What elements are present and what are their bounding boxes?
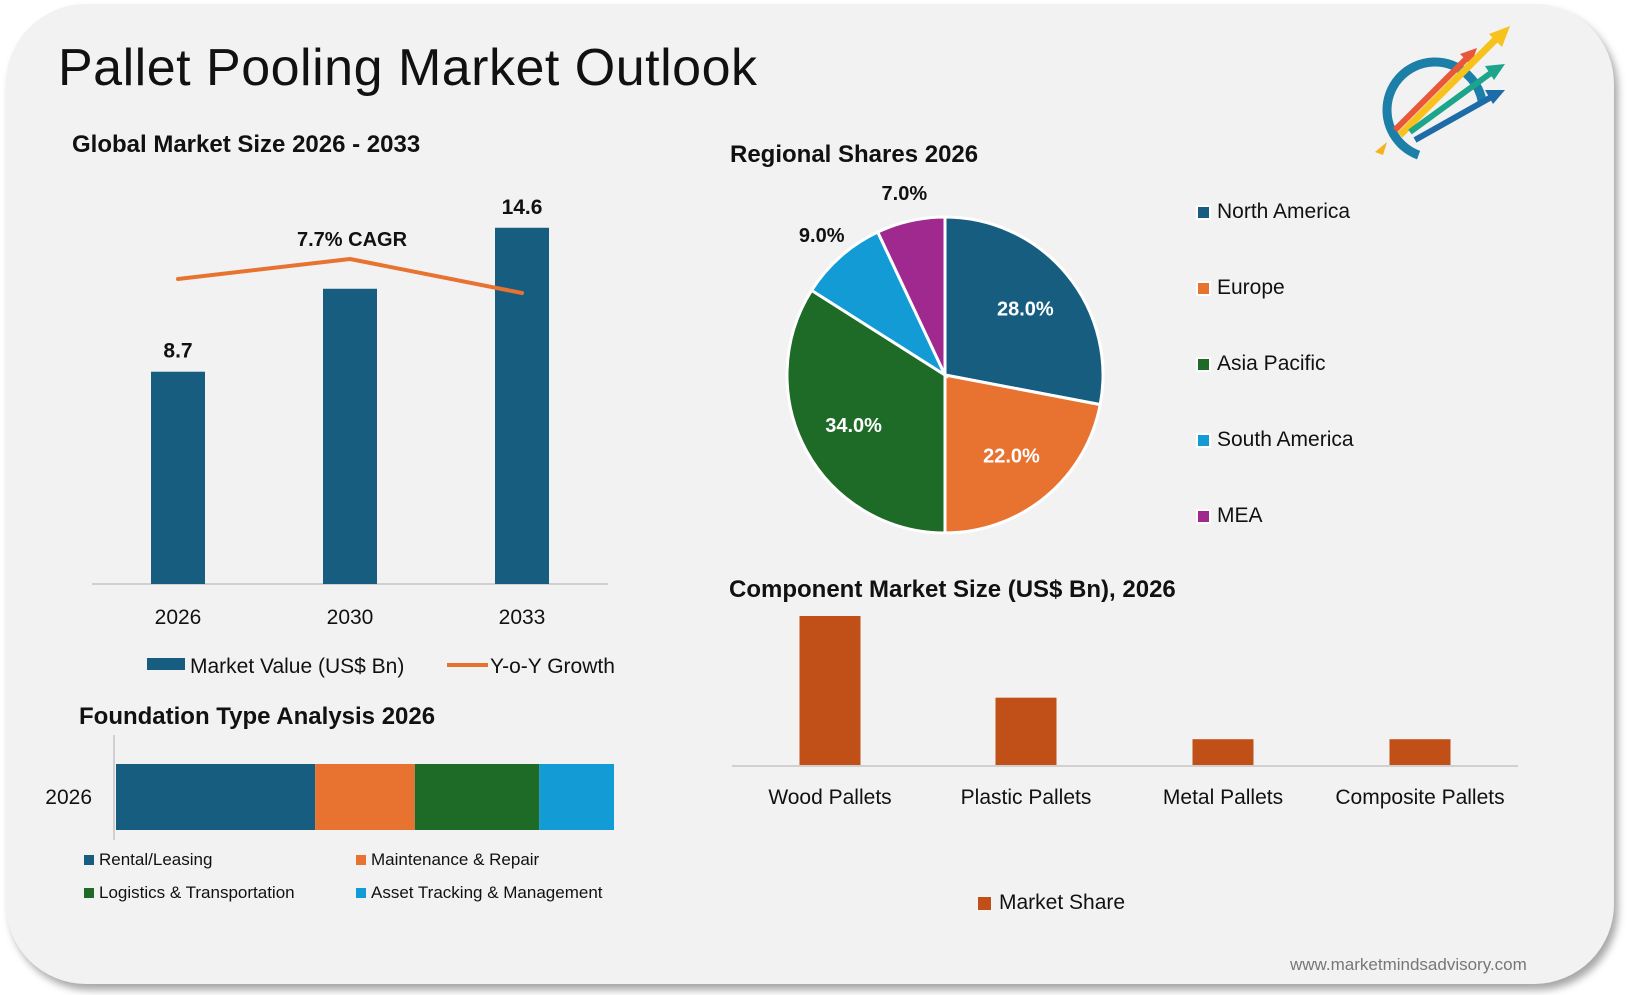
legend-item-south-america: South America — [1196, 428, 1354, 452]
x-tick-label: Plastic Pallets — [961, 786, 1092, 809]
pie-value-label: 34.0% — [825, 415, 882, 437]
stacked-segment-asset-tracking-management — [539, 764, 614, 830]
legend-item-mea: MEA — [1196, 504, 1263, 528]
legend-swatch — [356, 888, 366, 898]
stacked-segment-maintenance-repair — [315, 764, 415, 830]
legend-swatch — [84, 855, 94, 865]
legend-label: Asia Pacific — [1217, 352, 1326, 375]
page-title: Pallet Pooling Market Outlook — [58, 39, 758, 97]
legend-item-europe: Europe — [1196, 276, 1285, 300]
legend-item: Asset Tracking & Management — [356, 883, 603, 903]
regional-pie-chart: 28.0% 22.0% 34.0% 9.0% 7.0% — [785, 183, 1105, 535]
legend-label-market-value: Market Value (US$ Bn) — [190, 655, 404, 678]
bar-value-label: 8.7 — [163, 340, 192, 363]
stacked-segment-rental-leasing — [116, 764, 316, 830]
bar-value-label: 14.6 — [502, 196, 543, 219]
pie-slice-mea — [875, 215, 947, 376]
component-legend-item: Market Share — [978, 891, 1125, 915]
rising-arrows-logo-icon — [1375, 26, 1510, 163]
legend-item: Logistics & Transportation — [84, 883, 295, 903]
component-chart-title: Component Market Size (US$ Bn), 2026 — [729, 576, 1176, 603]
legend-label: Rental/Leasing — [99, 850, 213, 869]
legend-swatch — [978, 896, 991, 910]
y-tick-label: 2026 — [45, 786, 92, 809]
global-market-chart: 8.7 2026 2030 14.6 2033 7.7% CAGR Market Value… — [92, 196, 615, 678]
x-tick-label: 2026 — [155, 606, 202, 629]
cagr-annotation: 7.7% CAGR — [297, 229, 408, 251]
regional-chart-title: Regional Shares 2026 — [730, 141, 979, 168]
legend-label: Maintenance & Repair — [371, 850, 540, 869]
x-tick-label: Wood Pallets — [768, 786, 891, 809]
legend-swatch — [1196, 280, 1211, 296]
website-footer: www.marketmindsadvisory.com — [1290, 955, 1527, 974]
bar-2026 — [151, 371, 205, 584]
x-tick-label: Composite Pallets — [1335, 786, 1504, 809]
legend-swatch — [1196, 356, 1211, 372]
x-tick-label: Metal Pallets — [1163, 786, 1283, 809]
pie-slice-north-america — [943, 215, 1105, 407]
x-tick-label: 2033 — [499, 606, 546, 629]
legend-item: Maintenance & Repair — [356, 850, 539, 870]
pie-slice-europe — [943, 373, 1102, 535]
legend-label: South America — [1217, 428, 1354, 451]
component-bar-chart: Wood Pallets Plastic Pallets Metal Pallets… — [732, 616, 1518, 809]
bar-2033 — [495, 227, 549, 584]
pie-value-label: 28.0% — [997, 299, 1054, 321]
legend-label: Asset Tracking & Management — [371, 883, 603, 902]
legend-label: Market Share — [999, 891, 1126, 914]
legend-label: Logistics & Transportation — [99, 883, 295, 902]
legend-label: Europe — [1217, 276, 1285, 299]
x-tick-label: 2030 — [327, 606, 374, 629]
pie-value-label: 9.0% — [799, 225, 845, 247]
legend-item-north-america: North America — [1196, 200, 1351, 224]
legend-swatch — [1196, 204, 1211, 220]
pie-slice-south-america — [809, 230, 949, 380]
legend-label: MEA — [1217, 504, 1263, 527]
bar-composite-pallets — [1389, 739, 1451, 765]
stacked-segment-logistics-transportation — [414, 764, 540, 830]
legend-label: North America — [1217, 200, 1351, 223]
bar-plastic-pallets — [995, 697, 1057, 765]
bar-metal-pallets — [1192, 739, 1254, 765]
bar-wood-pallets — [799, 616, 861, 765]
legend-swatch — [1196, 508, 1211, 524]
legend-item: Rental/Leasing — [84, 850, 212, 870]
pie-value-label: 22.0% — [983, 445, 1040, 467]
pie-value-label: 7.0% — [882, 183, 928, 205]
foundation-chart-title: Foundation Type Analysis 2026 — [79, 703, 436, 730]
global-chart-title: Global Market Size 2026 - 2033 — [72, 131, 421, 158]
legend-swatch-market-value — [147, 658, 185, 670]
legend-swatch — [1196, 432, 1211, 448]
foundation-stacked-bar-chart: 2026 — [45, 735, 614, 840]
legend-label-yoy: Y-o-Y Growth — [490, 655, 615, 678]
yoy-growth-line — [176, 257, 524, 295]
legend-swatch — [356, 855, 366, 865]
bar-2030 — [323, 288, 377, 584]
legend-swatch — [84, 888, 94, 898]
legend-item-asia-pacific: Asia Pacific — [1196, 352, 1326, 376]
